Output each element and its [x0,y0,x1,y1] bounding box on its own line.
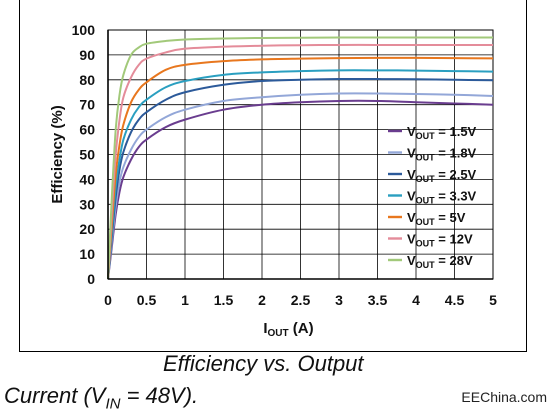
x-tick-label: 4.5 [445,292,465,308]
watermark: EEChina.com [461,389,547,405]
legend-entry-28v: VOUT = 28V [407,253,473,270]
x-tick-label: 2.5 [291,292,311,308]
tick-labels: 0 0.5 1 1.5 2 2.5 3 3.5 4 4.5 50102030405060708090… [72,22,497,308]
series-line-5v [107,56,494,280]
x-axis-label: IOUT (A) [263,320,313,339]
x-tick-label: 1.5 [214,292,234,308]
series-line-28v [107,36,493,280]
y-tick-label: 10 [79,246,95,262]
caption-subscript: IN [105,395,121,413]
series-line-1.5v [107,99,494,280]
y-tick-label: 100 [72,22,96,38]
y-tick-label: 40 [79,171,95,187]
y-axis-label: Efficiency (%) [49,105,66,203]
x-tick-label: 3.5 [368,292,388,308]
series-line-3.3v [107,69,494,280]
y-tick-label: 30 [79,196,95,212]
series-line-1.8v [107,92,494,280]
y-tick-label: 90 [79,47,95,63]
legend-entry-12v: VOUT = 12V [407,232,473,249]
legend-entry-3.3v: VOUT = 3.3V [407,189,477,206]
y-tick-label: 0 [87,271,95,287]
y-tick-label: 60 [79,122,95,138]
y-tick-label: 20 [79,221,95,237]
legend-entry-2.5v: VOUT = 2.5V [407,167,477,184]
figure-caption-line1: Efficiency vs. Output [163,351,364,376]
y-tick-label: 70 [79,97,95,113]
series-layer [107,36,494,280]
x-tick-label: 2 [258,292,266,308]
chart-axes [107,30,493,280]
x-tick-label: 0.5 [137,292,157,308]
frame-left-rule [19,0,20,352]
series-line-2.5v [107,77,494,280]
y-tick-label: 50 [79,147,95,163]
series-line-12v [107,43,493,280]
caption-prefix: Current (V [4,383,106,408]
chart-legend: VOUT = 1.5V VOUT = 1.8V VOUT = 2.5V VOUT = … [388,124,477,270]
efficiency-chart: 0 0.5 1 1.5 2 2.5 3 3.5 4 4.5 50102030405060708090… [49,22,497,339]
frame-bottom-rule [19,351,526,352]
caption-suffix: = 48V). [120,383,199,408]
x-tick-label: 1 [181,292,189,308]
legend-entry-1.8v: VOUT = 1.8V [407,146,477,163]
figure-caption-line2: Current (VIN = 48V). [4,383,198,412]
legend-entry-5v: VOUT = 5V [407,210,466,227]
y-tick-label: 80 [79,72,95,88]
x-tick-label: 0 [104,292,112,308]
x-tick-label: 4 [412,292,420,308]
legend-entry-1.5v: VOUT = 1.5V [407,124,477,141]
frame-right-rule [526,0,527,352]
x-tick-label: 3 [335,292,343,308]
x-tick-label: 5 [489,292,497,308]
